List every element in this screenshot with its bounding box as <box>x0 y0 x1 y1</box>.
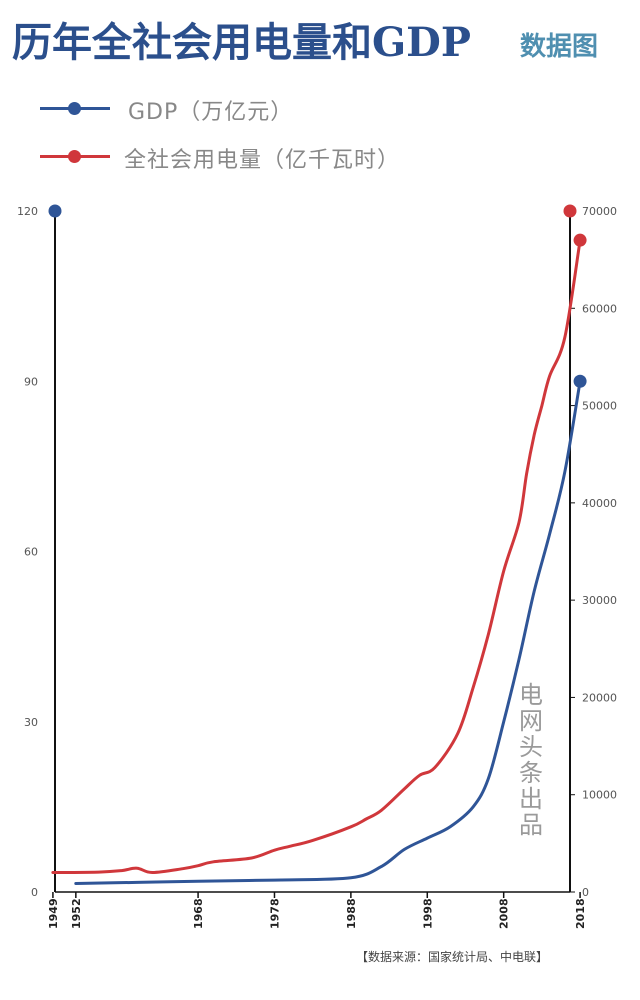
right-y-tick-label: 60000 <box>582 302 617 315</box>
right-y-tick-label: 0 <box>582 886 589 899</box>
series-markers <box>48 204 587 388</box>
right-y-tick-label: 40000 <box>582 497 617 510</box>
axis-top-marker-gdp <box>48 204 62 218</box>
series-lines <box>51 238 582 885</box>
legend-label-gdp: GDP（万亿元） <box>128 100 294 125</box>
legend-item-power: 全社会用电量（亿千瓦时） <box>40 142 440 173</box>
right-y-tick-label: 20000 <box>582 691 617 704</box>
chart-title: 历年全社会用电量和GDP <box>12 19 471 66</box>
left-y-tick-label: 90 <box>24 375 38 388</box>
x-tick-label: 1978 <box>268 898 281 929</box>
x-tick-label: 1952 <box>70 898 83 929</box>
x-tick-label: 2008 <box>498 898 511 929</box>
left-y-tick-label: 120 <box>17 205 38 218</box>
axis-top-marker-power <box>563 204 577 218</box>
chart-subtitle: 数据图 <box>520 32 599 62</box>
end-marker-power <box>573 233 587 247</box>
x-tick-label: 1998 <box>421 898 434 929</box>
right-y-tick-label: 30000 <box>582 594 617 607</box>
x-tick-label: 1949 <box>47 898 60 929</box>
right-y-tick-labels: 0 10000 20000 30000 40000 50000 60000 70000 <box>570 205 617 899</box>
left-y-tick-label: 0 <box>31 886 38 899</box>
right-y-tick-label: 70000 <box>582 205 617 218</box>
left-y-tick-label: 60 <box>24 546 38 559</box>
watermark-text: 电网头条出品 <box>519 681 543 839</box>
left-y-tick-label: 30 <box>24 716 38 729</box>
x-tick-labels: 1949 1952 1968 1978 1988 1998 2008 2018 <box>47 892 587 929</box>
x-tick-label: 2018 <box>574 898 587 929</box>
legend-marker-gdp <box>68 102 81 115</box>
legend-marker-power <box>68 150 81 163</box>
x-tick-label: 1988 <box>345 898 358 929</box>
legend-item-gdp: GDP（万亿元） <box>40 94 360 125</box>
series-line-power <box>51 238 582 875</box>
right-y-tick-label: 50000 <box>582 400 617 413</box>
series-line-gdp <box>74 379 582 885</box>
end-marker-gdp <box>573 374 587 388</box>
legend-label-power: 全社会用电量（亿千瓦时） <box>124 148 401 173</box>
right-y-tick-label: 10000 <box>582 789 617 802</box>
data-source: 【数据来源：国家统计局、中电联】 <box>356 950 549 964</box>
x-tick-label: 1968 <box>192 898 205 929</box>
left-y-tick-labels: 0 30 60 90 120 <box>17 205 38 899</box>
